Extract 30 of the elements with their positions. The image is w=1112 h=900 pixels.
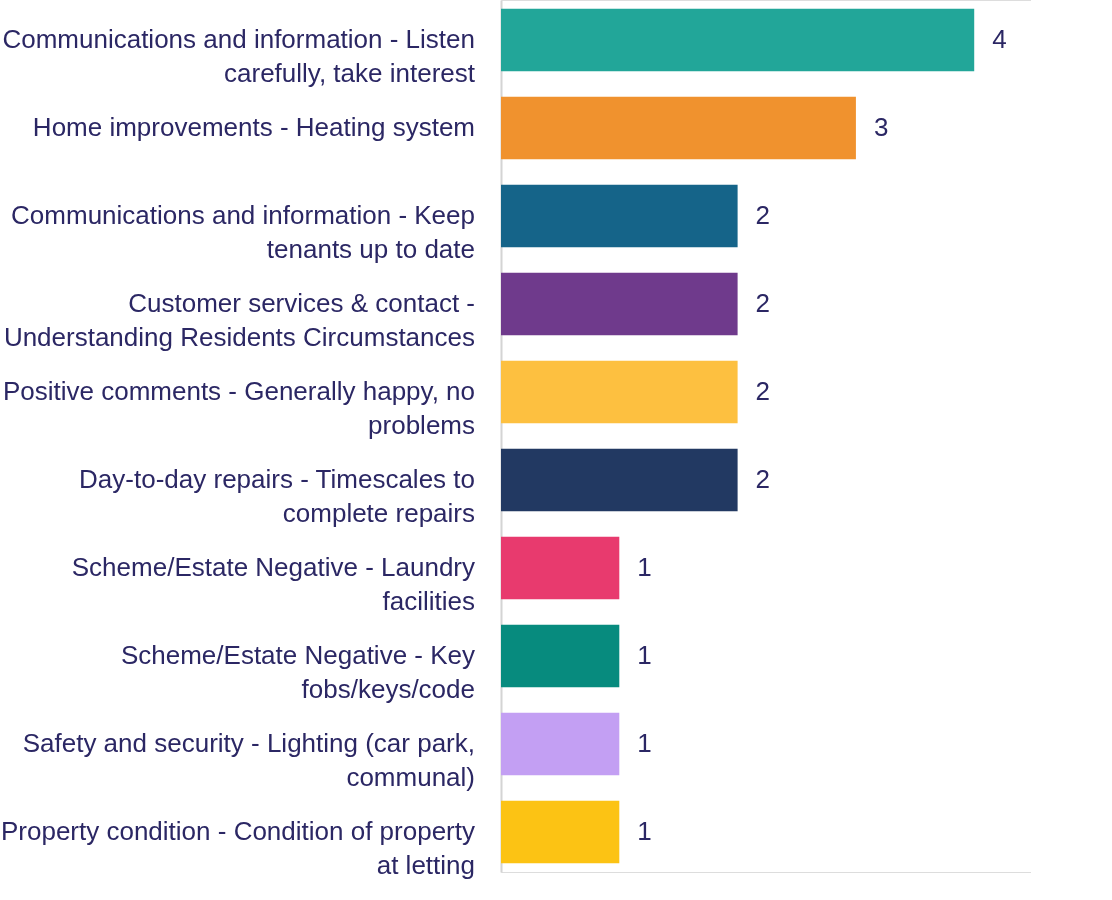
bar [501,712,620,776]
bar [501,8,975,72]
y-tick-label: Communications and information - Keep tenants up to date [11,200,475,265]
bar [501,624,620,688]
data-label: 3 [873,112,889,143]
bar [501,272,738,336]
y-tick-label: Positive comments - Generally happy, no problems [2,376,475,440]
data-label: 1 [637,639,652,670]
bar [501,536,620,600]
bar [501,800,620,864]
data-label: 4 [992,24,1007,55]
y-tick-label: Safety and security - Lighting (car park, communal) [22,727,475,792]
data-label: 1 [637,551,652,582]
data-label: 1 [637,727,652,758]
y-tick-label: Day-to-day repairs - Timescales to complete repairs [79,464,475,528]
data-label: 2 [755,376,771,406]
y-tick-label: Home improvements - Heating system [32,112,475,143]
bar [501,96,856,160]
y-tick-label: Customer services & contact - Understanding Residents Circumstances [3,288,475,353]
bar [501,184,738,248]
y-tick-label: Communications and information - Listen carefully, take interest [2,24,476,89]
bar [501,360,738,424]
data-label: 1 [637,815,652,846]
data-label: 2 [755,200,771,231]
y-tick-label: Scheme/Estate Negative - Laundry facilities [71,551,475,616]
data-label: 2 [755,288,771,319]
data-label: 2 [755,464,771,494]
y-tick-label: Scheme/Estate Negative - Key fobs/keys/code [120,639,475,704]
y-tick-label: Property condition - Condition of property at letting [0,815,475,880]
bar [501,448,738,512]
